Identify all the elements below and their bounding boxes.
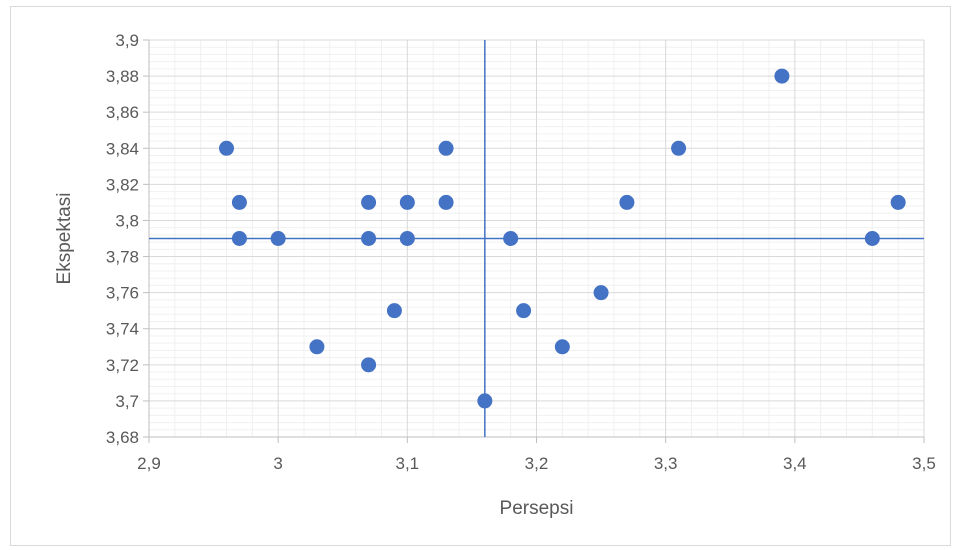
data-point — [361, 231, 377, 246]
axes — [143, 39, 925, 443]
x-tick-label: 3,5 — [912, 454, 936, 473]
data-point — [554, 339, 570, 355]
y-tick-label: 3,7 — [115, 392, 139, 411]
y-tick-label: 3,84 — [106, 139, 139, 158]
data-point — [361, 194, 377, 210]
y-tick-label: 3,76 — [106, 284, 139, 303]
data-point — [516, 303, 532, 319]
data-point — [231, 194, 247, 210]
y-tick-label: 3,72 — [106, 356, 139, 375]
y-tick-label: 3,74 — [106, 320, 139, 339]
y-tick-label: 3,86 — [106, 103, 139, 122]
data-point — [619, 194, 635, 210]
x-tick-labels: 2,9 3 3,1 3,2 3,3 3,4 3,5 — [137, 454, 936, 473]
data-point — [438, 194, 454, 210]
x-tick-label: 3,1 — [396, 454, 420, 473]
x-axis-title: Persepsi — [500, 498, 574, 519]
chart-frame — [10, 6, 951, 546]
data-point — [671, 140, 687, 156]
x-tick-label: 2,9 — [137, 454, 161, 473]
y-tick-labels: 3,68 3,7 3,72 3,74 3,76 3,78 3,8 3,82 3,84 3,86 3,… — [106, 31, 139, 447]
data-points — [219, 68, 906, 409]
y-tick-label: 3,68 — [106, 428, 139, 447]
data-point — [438, 140, 454, 156]
data-point — [231, 231, 247, 246]
data-point — [774, 68, 790, 84]
y-axis-title: Ekspektasi — [54, 193, 75, 285]
y-tick-label: 3,78 — [106, 248, 139, 267]
data-point — [270, 231, 286, 246]
data-point — [864, 231, 880, 246]
x-tick-label: 3 — [273, 454, 282, 473]
x-tick-label: 3,4 — [783, 454, 807, 473]
y-tick-label: 3,9 — [115, 31, 139, 50]
y-tick-label: 3,88 — [106, 67, 139, 86]
data-point — [593, 285, 609, 301]
data-point — [399, 194, 415, 210]
data-point — [890, 194, 906, 210]
data-point — [399, 231, 415, 246]
data-point — [219, 140, 234, 156]
data-point — [477, 393, 493, 409]
data-point — [503, 231, 519, 246]
x-tick-label: 3,2 — [525, 454, 549, 473]
x-tick-label: 3,3 — [654, 454, 678, 473]
data-point — [361, 357, 377, 373]
data-point — [309, 339, 325, 355]
y-tick-label: 3,82 — [106, 175, 139, 194]
y-tick-label: 3,8 — [115, 211, 139, 230]
data-point — [386, 303, 402, 319]
